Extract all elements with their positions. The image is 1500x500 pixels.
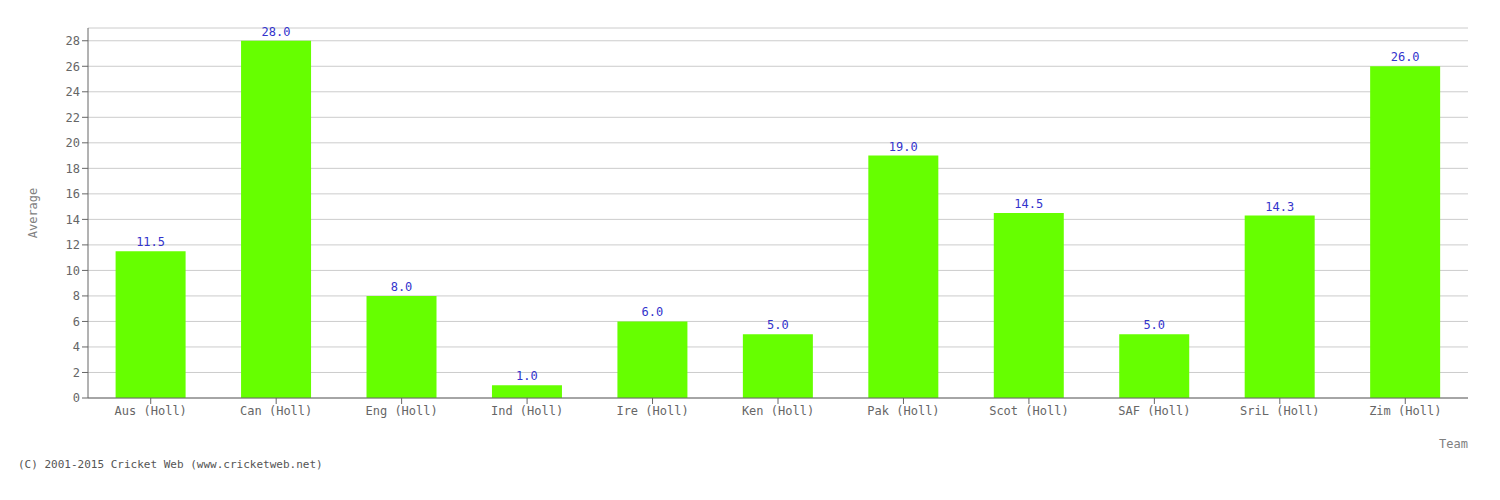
svg-text:SAF (Holl): SAF (Holl) <box>1118 404 1190 418</box>
svg-text:Can (Holl): Can (Holl) <box>240 404 312 418</box>
svg-text:28: 28 <box>66 34 80 48</box>
svg-text:11.5: 11.5 <box>136 235 165 249</box>
svg-text:14.5: 14.5 <box>1014 197 1043 211</box>
svg-text:10: 10 <box>66 264 80 278</box>
svg-text:4: 4 <box>73 340 80 354</box>
svg-text:Scot (Holl): Scot (Holl) <box>989 404 1068 418</box>
svg-text:18: 18 <box>66 162 80 176</box>
svg-text:1.0: 1.0 <box>516 369 538 383</box>
svg-text:6: 6 <box>73 315 80 329</box>
svg-text:5.0: 5.0 <box>767 318 789 332</box>
svg-text:Aus (Holl): Aus (Holl) <box>115 404 187 418</box>
svg-text:14: 14 <box>66 213 80 227</box>
svg-text:26: 26 <box>66 60 80 74</box>
svg-text:8: 8 <box>73 289 80 303</box>
svg-text:26.0: 26.0 <box>1391 50 1420 64</box>
svg-text:Ire (Holl): Ire (Holl) <box>616 404 688 418</box>
svg-text:22: 22 <box>66 111 80 125</box>
svg-text:24: 24 <box>66 85 80 99</box>
svg-text:Pak (Holl): Pak (Holl) <box>867 404 939 418</box>
svg-text:SriL (Holl): SriL (Holl) <box>1240 404 1319 418</box>
svg-text:8.0: 8.0 <box>391 280 413 294</box>
svg-text:Ind (Holl): Ind (Holl) <box>491 404 563 418</box>
svg-text:0: 0 <box>73 391 80 405</box>
svg-text:20: 20 <box>66 136 80 150</box>
svg-text:Ken (Holl): Ken (Holl) <box>742 404 814 418</box>
svg-text:6.0: 6.0 <box>642 305 664 319</box>
svg-text:2: 2 <box>73 366 80 380</box>
svg-text:5.0: 5.0 <box>1143 318 1165 332</box>
svg-text:19.0: 19.0 <box>889 140 918 154</box>
svg-text:Eng (Holl): Eng (Holl) <box>366 404 438 418</box>
svg-text:Zim (Holl): Zim (Holl) <box>1369 404 1441 418</box>
svg-text:Average: Average <box>26 188 40 239</box>
html-text:(C) 2001-2015 Cricket Web (www: (C) 2001-2015 Cricket Web (www.cricketwe… <box>18 458 323 471</box>
svg-text:12: 12 <box>66 238 80 252</box>
svg-text:14.3: 14.3 <box>1265 200 1294 214</box>
svg-text:16: 16 <box>66 187 80 201</box>
svg-text:28.0: 28.0 <box>262 25 291 39</box>
svg-text:Team: Team <box>1439 437 1468 451</box>
